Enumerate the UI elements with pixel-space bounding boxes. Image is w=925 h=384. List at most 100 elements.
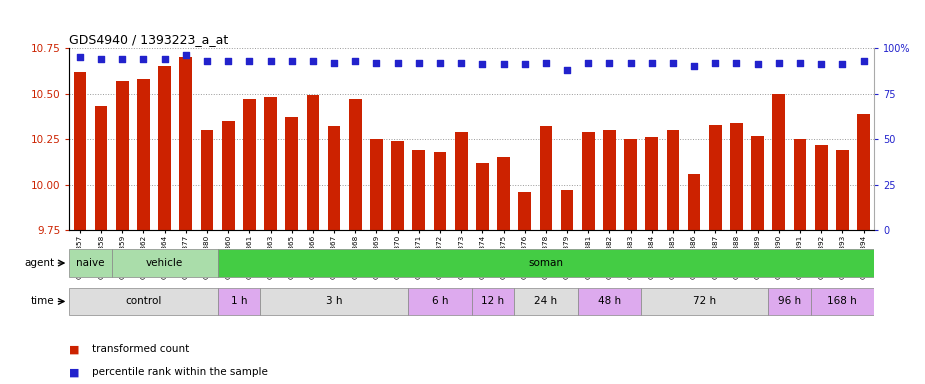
- Bar: [158, 66, 171, 230]
- Bar: [69, 288, 217, 315]
- Bar: [688, 174, 700, 230]
- Point: [157, 56, 172, 62]
- Text: vehicle: vehicle: [146, 258, 183, 268]
- Bar: [624, 139, 637, 230]
- Point: [305, 58, 320, 64]
- Text: time: time: [31, 296, 55, 306]
- Text: agent: agent: [24, 258, 55, 268]
- Text: 12 h: 12 h: [481, 296, 504, 306]
- Bar: [112, 249, 217, 277]
- Bar: [514, 288, 577, 315]
- Bar: [857, 114, 869, 230]
- Text: ■: ■: [69, 367, 80, 377]
- Point: [665, 60, 680, 66]
- Bar: [434, 152, 447, 230]
- Text: transformed count: transformed count: [92, 344, 190, 354]
- Bar: [751, 136, 764, 230]
- Bar: [179, 57, 192, 230]
- Point: [200, 58, 215, 64]
- Bar: [201, 130, 214, 230]
- Bar: [603, 130, 616, 230]
- Bar: [518, 192, 531, 230]
- Point: [348, 58, 363, 64]
- Text: 96 h: 96 h: [778, 296, 801, 306]
- Point: [771, 60, 786, 66]
- Point: [115, 56, 130, 62]
- Point: [686, 63, 701, 70]
- Bar: [667, 130, 679, 230]
- Text: 3 h: 3 h: [326, 296, 342, 306]
- Bar: [815, 145, 828, 230]
- Bar: [327, 126, 340, 230]
- Point: [581, 60, 596, 66]
- Bar: [391, 141, 404, 230]
- Bar: [641, 288, 769, 315]
- Bar: [217, 249, 874, 277]
- Text: naive: naive: [76, 258, 105, 268]
- Bar: [349, 99, 362, 230]
- Bar: [497, 157, 510, 230]
- Bar: [243, 99, 255, 230]
- Point: [835, 61, 850, 68]
- Point: [793, 60, 808, 66]
- Point: [93, 56, 108, 62]
- Point: [242, 58, 257, 64]
- Point: [433, 60, 448, 66]
- Text: 72 h: 72 h: [693, 296, 716, 306]
- Text: 24 h: 24 h: [535, 296, 558, 306]
- Bar: [408, 288, 472, 315]
- Bar: [94, 106, 107, 230]
- Point: [221, 58, 236, 64]
- Bar: [646, 137, 658, 230]
- Point: [454, 60, 469, 66]
- Bar: [730, 123, 743, 230]
- Point: [708, 60, 722, 66]
- Bar: [577, 288, 641, 315]
- Point: [602, 60, 617, 66]
- Point: [390, 60, 405, 66]
- Point: [814, 61, 829, 68]
- Point: [517, 61, 532, 68]
- Bar: [582, 132, 595, 230]
- Point: [623, 60, 638, 66]
- Point: [645, 60, 660, 66]
- Bar: [137, 79, 150, 230]
- Bar: [476, 163, 488, 230]
- Bar: [116, 81, 129, 230]
- Bar: [286, 118, 298, 230]
- Text: control: control: [125, 296, 162, 306]
- Bar: [69, 249, 112, 277]
- Point: [475, 61, 489, 68]
- Point: [496, 61, 511, 68]
- Text: 48 h: 48 h: [598, 296, 621, 306]
- Bar: [472, 288, 514, 315]
- Bar: [772, 94, 785, 230]
- Point: [72, 54, 87, 60]
- Point: [538, 60, 553, 66]
- Bar: [769, 288, 810, 315]
- Point: [857, 58, 871, 64]
- Bar: [810, 288, 874, 315]
- Point: [412, 60, 426, 66]
- Bar: [260, 288, 408, 315]
- Bar: [836, 150, 849, 230]
- Bar: [413, 150, 426, 230]
- Text: 6 h: 6 h: [432, 296, 449, 306]
- Point: [750, 61, 765, 68]
- Point: [369, 60, 384, 66]
- Bar: [370, 139, 383, 230]
- Bar: [709, 124, 722, 230]
- Text: ■: ■: [69, 344, 80, 354]
- Point: [136, 56, 151, 62]
- Point: [560, 67, 574, 73]
- Text: soman: soman: [528, 258, 563, 268]
- Point: [263, 58, 278, 64]
- Bar: [217, 288, 260, 315]
- Bar: [561, 190, 574, 230]
- Text: 168 h: 168 h: [828, 296, 857, 306]
- Bar: [794, 139, 807, 230]
- Bar: [306, 95, 319, 230]
- Point: [179, 52, 193, 58]
- Bar: [455, 132, 467, 230]
- Bar: [74, 72, 86, 230]
